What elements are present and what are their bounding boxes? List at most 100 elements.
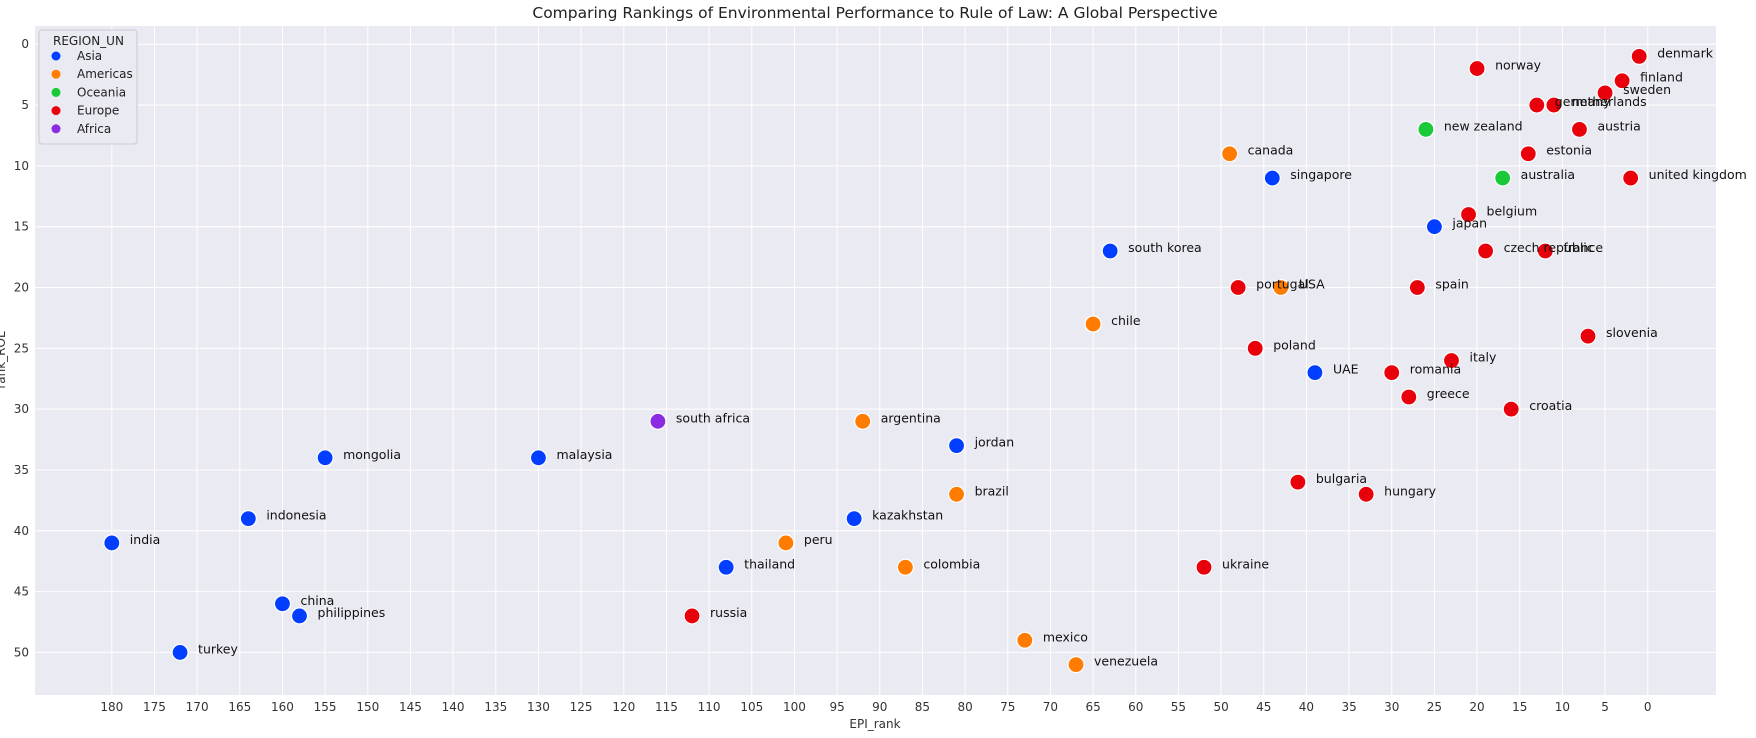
point-label: kazakhstan (872, 508, 943, 523)
data-point (854, 412, 872, 430)
data-point (1016, 631, 1034, 649)
point-label: south africa (676, 410, 750, 425)
point-label: chile (1111, 313, 1141, 328)
data-point (1528, 96, 1546, 114)
data-point (1596, 84, 1614, 102)
y-tick-label: 40 (14, 524, 29, 538)
y-tick-label: 10 (14, 159, 29, 173)
point-label: india (130, 532, 160, 547)
x-axis-label: EPI_rank (849, 717, 900, 731)
point-label: denmark (1657, 45, 1714, 60)
y-tick-label: 35 (14, 463, 29, 477)
x-tick-label: 160 (271, 700, 294, 714)
y-axis-ticks: 0 5 10 15 20 25 30 35 40 45 50 (14, 37, 29, 659)
point-label: china (300, 593, 334, 608)
point-label: finland (1640, 70, 1683, 85)
data-point (1101, 242, 1119, 260)
x-tick-label: 40 (1299, 700, 1314, 714)
x-tick-label: 165 (228, 700, 251, 714)
legend-entry-label: Africa (77, 122, 111, 136)
data-point (1221, 145, 1239, 163)
point-label: philippines (318, 605, 386, 620)
point-label: belgium (1487, 204, 1538, 219)
y-tick-label: 0 (21, 37, 29, 51)
y-tick-label: 30 (14, 402, 29, 416)
data-point (1357, 485, 1375, 503)
data-point (683, 607, 701, 625)
x-tick-label: 105 (740, 700, 763, 714)
x-tick-label: 35 (1341, 700, 1356, 714)
data-point (947, 437, 966, 455)
x-tick-label: 85 (915, 700, 930, 714)
point-label: portugal (1256, 277, 1309, 292)
data-point (1459, 205, 1478, 224)
y-tick-label: 25 (14, 341, 29, 355)
data-point (1195, 558, 1213, 576)
data-point (171, 643, 189, 662)
point-label: sweden (1623, 82, 1671, 97)
point-label: indonesia (266, 508, 326, 523)
x-tick-label: 65 (1085, 700, 1100, 714)
point-label: USA (1299, 277, 1325, 292)
point-label: turkey (198, 641, 238, 656)
data-point (1289, 473, 1307, 491)
data-point (529, 449, 548, 467)
y-axis-label: rank_ROL (0, 331, 8, 389)
x-tick-label: 135 (484, 700, 507, 714)
point-label: colombia (923, 556, 980, 571)
data-point (896, 558, 914, 576)
data-point (1622, 169, 1640, 187)
point-label: mexico (1043, 629, 1088, 644)
legend-title: REGION_UN (53, 34, 124, 48)
data-point (1417, 120, 1435, 138)
point-label: new zealand (1444, 118, 1523, 133)
point-label: canada (1248, 143, 1294, 158)
y-tick-label: 50 (14, 645, 29, 659)
x-tick-label: 170 (186, 700, 209, 714)
x-tick-label: 30 (1384, 700, 1399, 714)
data-point (316, 449, 334, 467)
data-point (290, 607, 309, 625)
x-tick-label: 45 (1256, 700, 1271, 714)
x-tick-label: 155 (314, 700, 337, 714)
x-tick-label: 125 (570, 700, 593, 714)
data-point (1246, 339, 1264, 357)
plot-area (35, 26, 1716, 695)
data-point (103, 534, 121, 552)
point-label: austria (1597, 118, 1640, 133)
data-point (1408, 278, 1426, 297)
data-point (1579, 327, 1597, 345)
data-point (649, 412, 667, 430)
point-label: estonia (1546, 143, 1592, 158)
data-point (1084, 315, 1102, 333)
point-label: italy (1469, 350, 1497, 365)
x-tick-label: 10 (1555, 700, 1570, 714)
x-tick-label: 55 (1171, 700, 1186, 714)
legend-entry-label: Asia (77, 49, 102, 63)
data-point (1263, 169, 1281, 187)
x-tick-label: 60 (1128, 700, 1143, 714)
data-points (103, 47, 1648, 674)
point-label: czech republic (1504, 240, 1594, 255)
data-point (1067, 655, 1085, 674)
data-point (1383, 364, 1401, 382)
y-tick-label: 5 (21, 98, 29, 112)
data-point (1494, 169, 1512, 187)
point-label: germany (1555, 94, 1611, 109)
legend-marker (51, 124, 61, 134)
point-label: greece (1427, 386, 1470, 401)
data-point (1468, 59, 1486, 78)
legend-marker (51, 69, 61, 79)
data-point (1425, 218, 1444, 236)
point-label: united kingdom (1649, 167, 1747, 182)
x-tick-label: 70 (1043, 700, 1058, 714)
legend-marker (51, 51, 61, 61)
point-label: ukraine (1222, 556, 1269, 571)
data-point (1536, 242, 1554, 260)
x-tick-label: 15 (1512, 700, 1527, 714)
point-label: singapore (1290, 167, 1352, 182)
point-label: thailand (744, 556, 795, 571)
legend-entries: Asia Americas Oceania Europe Africa (51, 49, 133, 136)
x-tick-label: 80 (957, 700, 972, 714)
data-point (1613, 72, 1631, 90)
